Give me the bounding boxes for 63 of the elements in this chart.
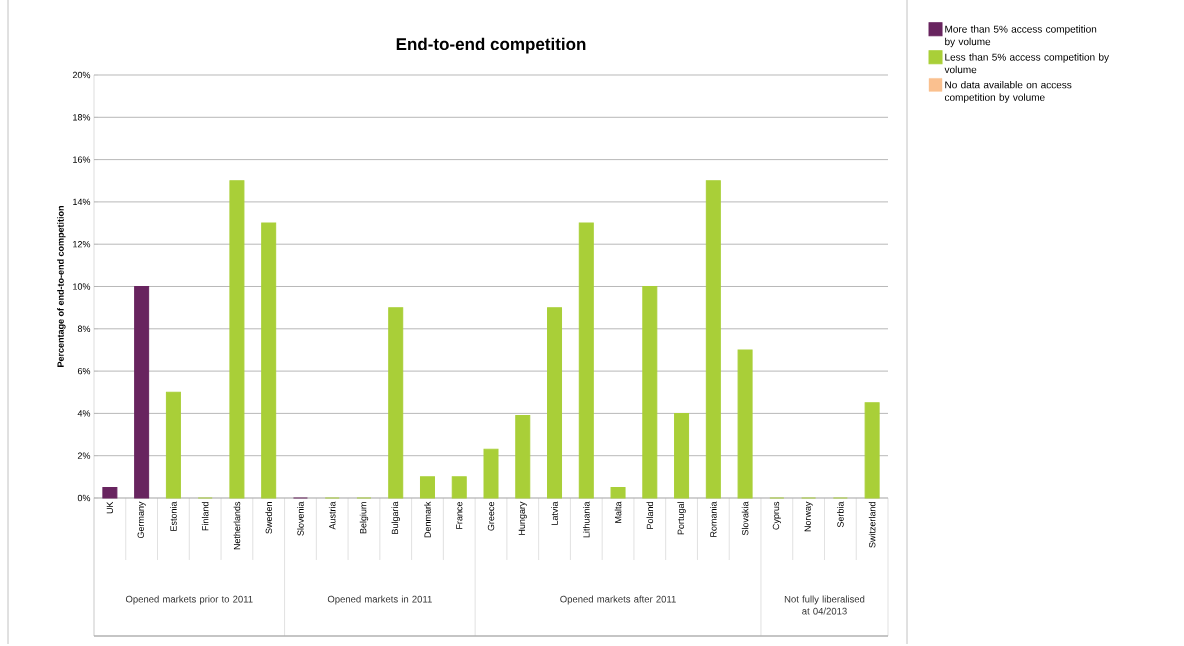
chart-title: End-to-end competition (396, 37, 586, 54)
bar (610, 486, 626, 499)
bar (642, 286, 658, 499)
bar (229, 180, 245, 499)
bar (261, 222, 277, 499)
x-tick-label: Slovenia (297, 501, 304, 536)
legend-label: More than 5% access competition by volume (945, 25, 1097, 48)
y-tick-label: 6% (77, 367, 91, 375)
x-tick-label: Serbia (837, 501, 844, 528)
x-tick-label: Greece (487, 501, 495, 531)
x-tick-label: Estonia (170, 501, 177, 531)
x-tick-label: UK (106, 501, 114, 514)
bar (547, 307, 563, 499)
bar (674, 412, 690, 499)
bar (419, 476, 435, 499)
x-tick-label: Poland (646, 502, 654, 529)
y-axis-title: Percentage of end-to-end competition (57, 206, 66, 367)
bar (165, 391, 181, 499)
x-tick-label: France (456, 501, 463, 529)
x-tick-label: Finland (201, 502, 209, 531)
x-tick-label: Latvia (551, 501, 558, 525)
bar (864, 402, 880, 499)
y-tick-label: 16% (73, 156, 91, 163)
bar (515, 415, 531, 499)
y-tick-label: 4% (77, 410, 91, 417)
bar (388, 307, 404, 499)
y-tick-label: 20% (72, 71, 91, 79)
y-tick-label: 8% (77, 325, 91, 332)
bar (705, 180, 721, 499)
x-tick-label: Denmark (424, 501, 431, 538)
legend-label: Less than 5% access competition by volume (944, 53, 1110, 74)
x-tick-label: Belgium (359, 502, 369, 534)
x-tick-label: Germany (137, 501, 146, 539)
bar (737, 349, 753, 499)
y-tick-label: 12% (73, 241, 91, 248)
bar (102, 486, 118, 499)
legend-label: No data available on access competition by volume (944, 81, 1072, 103)
text: Not fully liberalised at 04/2013 (784, 595, 865, 615)
x-tick-label: Hungary (518, 501, 527, 535)
x-tick-label: Romania (710, 501, 717, 537)
y-tick-label: 14% (73, 198, 91, 206)
bar (451, 476, 467, 499)
x-tick-label: Lithuania (582, 501, 590, 538)
text: Opened markets prior to 2011 (125, 595, 253, 605)
x-tick-label: Netherlands (233, 501, 241, 550)
x-tick-label: Norway (804, 501, 813, 532)
x-tick-label: Switzerland (868, 502, 876, 548)
text: Opened markets in 2011 (327, 595, 432, 605)
bar (578, 222, 594, 499)
x-tick-label: Slovakia (741, 501, 749, 536)
x-tick-label: Malta (614, 501, 622, 523)
text: Opened markets after 2011 (560, 595, 676, 605)
bar (134, 286, 150, 499)
x-tick-label: Cyprus (772, 501, 781, 530)
y-tick-label: 10% (73, 283, 91, 290)
y-tick-label: 18% (73, 114, 91, 121)
y-tick-label: 2% (77, 452, 91, 459)
x-tick-label: Austria (328, 501, 336, 530)
x-tick-label: Bulgaria (391, 501, 400, 534)
x-tick-label: Portugal (677, 502, 686, 535)
x-tick-label: Sweden (265, 502, 272, 534)
bar (483, 448, 499, 499)
y-tick-label: 0% (77, 494, 91, 502)
